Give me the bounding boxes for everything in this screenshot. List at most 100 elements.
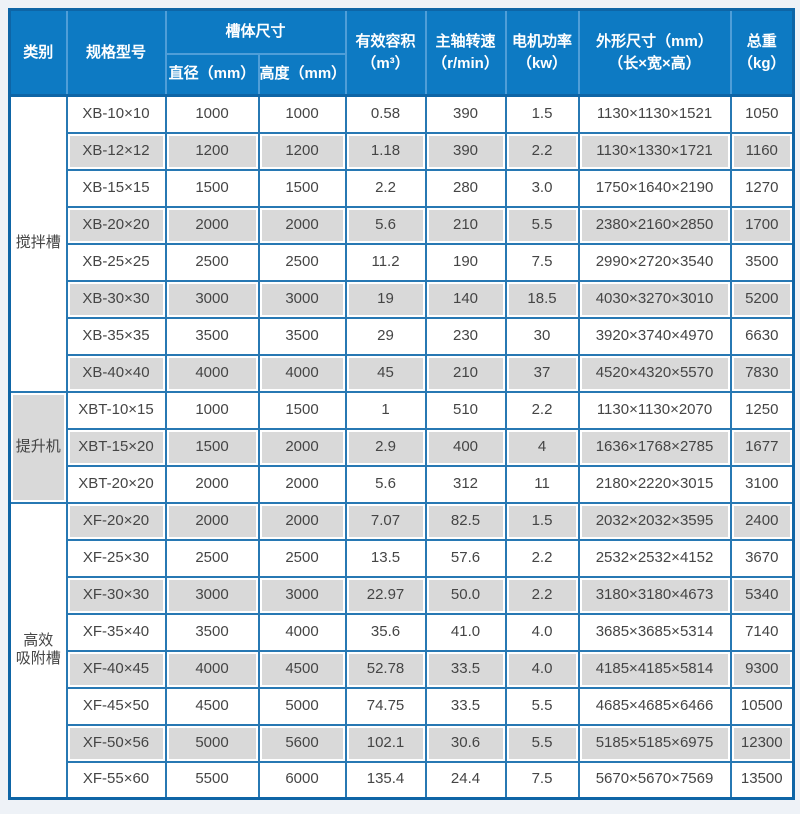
table-row: XF-30×30 3000 3000 22.97 50.0 2.2 3180×3180×46…: [10, 575, 795, 615]
volume-cell: 2.9: [344, 427, 427, 467]
speed-cell: 312: [424, 464, 507, 504]
model-cell: XF-35×40: [65, 612, 167, 652]
table-row: XBT-15×20 1500 2000 2.9 400 4 1636×1768×2785 16…: [10, 427, 795, 467]
speed-cell: 82.5: [424, 501, 507, 541]
power-cell: 4: [504, 427, 580, 467]
speed-cell: 280: [424, 168, 507, 208]
volume-cell: 13.5: [344, 538, 427, 578]
header-speed-line1: 主轴转速: [435, 32, 496, 50]
header-power: 电机功率 （kw）: [504, 8, 580, 97]
speed-cell: 140: [424, 279, 507, 319]
power-cell: 5.5: [504, 205, 580, 245]
dims-cell: 1636×1768×2785: [577, 427, 732, 467]
weight-cell: 5200: [729, 279, 795, 319]
volume-cell: 7.07: [344, 501, 427, 541]
dims-cell: 4185×4185×5814: [577, 649, 732, 689]
height-cell: 3500: [257, 316, 347, 356]
table-row: XB-40×40 4000 4000 45 210 37 4520×4320×5570 783…: [10, 353, 795, 393]
header-weight-line2: （kg）: [738, 54, 786, 72]
dims-cell: 4030×3270×3010: [577, 279, 732, 319]
weight-cell: 1270: [729, 168, 795, 208]
table-row: XB-25×25 2500 2500 11.2 190 7.5 2990×2720×3540…: [10, 242, 795, 282]
weight-cell: 10500: [729, 686, 795, 726]
power-cell: 3.0: [504, 168, 580, 208]
table-row: XB-30×30 3000 3000 19 140 18.5 4030×3270×3010 5…: [10, 279, 795, 319]
table-row: 搅拌槽 XB-10×10 1000 1000 0.58 390 1.5 1130×1130×1…: [8, 94, 795, 393]
dims-cell: 2990×2720×3540: [577, 242, 732, 282]
table-row: 高效 吸附槽 XF-20×20 2000 2000 7.07 82.5 1.5 2032×203…: [8, 501, 795, 800]
header-tank-size: 槽体尺寸: [164, 8, 347, 55]
model-cell: XF-40×45: [65, 649, 167, 689]
power-cell: 1.5: [504, 94, 580, 134]
diameter-cell: 4500: [164, 686, 260, 726]
power-cell: 30: [504, 316, 580, 356]
table-row: XB-15×15 1500 1500 2.2 280 3.0 1750×1640×2190 1…: [10, 168, 795, 208]
header-volume-line1: 有效容积: [355, 32, 416, 50]
table-row: XB-12×12 1200 1200 1.18 390 2.2 1130×1330×1721…: [10, 131, 795, 171]
height-cell: 2000: [257, 501, 347, 541]
volume-cell: 11.2: [344, 242, 427, 282]
model-cell: XB-10×10: [65, 94, 167, 134]
diameter-cell: 1000: [164, 390, 260, 430]
table-row: XF-35×40 3500 4000 35.6 41.0 4.0 3685×3685×531…: [10, 612, 795, 652]
speed-cell: 230: [424, 316, 507, 356]
table-header: 类别 规格型号 槽体尺寸 有效容积 （m³） 主轴转速 （r/min） 电机功率…: [8, 8, 795, 97]
header-weight-line1: 总重: [746, 32, 777, 50]
header-row-1: 类别 规格型号 槽体尺寸 有效容积 （m³） 主轴转速 （r/min） 电机功率…: [8, 8, 795, 97]
model-cell: XB-15×15: [65, 168, 167, 208]
header-speed: 主轴转速 （r/min）: [424, 8, 507, 97]
speed-cell: 24.4: [424, 760, 507, 800]
header-height: 高度（mm）: [257, 52, 347, 97]
model-cell: XF-45×50: [65, 686, 167, 726]
height-cell: 4000: [257, 353, 347, 393]
volume-cell: 74.75: [344, 686, 427, 726]
spec-table-body: 搅拌槽 XB-10×10 1000 1000 0.58 390 1.5 1130×1130×1…: [8, 94, 795, 800]
diameter-cell: 1500: [164, 168, 260, 208]
height-cell: 5000: [257, 686, 347, 726]
diameter-cell: 4000: [164, 353, 260, 393]
dims-cell: 3920×3740×4970: [577, 316, 732, 356]
weight-cell: 9300: [729, 649, 795, 689]
speed-cell: 210: [424, 205, 507, 245]
model-cell: XB-20×20: [65, 205, 167, 245]
diameter-cell: 2500: [164, 242, 260, 282]
table-row: XF-55×60 5500 6000 135.4 24.4 7.5 5670×5670×75…: [10, 760, 795, 800]
height-cell: 2500: [257, 538, 347, 578]
table-row: XF-45×50 4500 5000 74.75 33.5 5.5 4685×4685×64…: [10, 686, 795, 726]
category-cell: 高效 吸附槽: [8, 501, 68, 800]
header-model: 规格型号: [65, 8, 167, 97]
diameter-cell: 3500: [164, 316, 260, 356]
height-cell: 1500: [257, 390, 347, 430]
model-cell: XF-55×60: [65, 760, 167, 800]
weight-cell: 1250: [729, 390, 795, 430]
weight-cell: 7830: [729, 353, 795, 393]
model-cell: XB-40×40: [65, 353, 167, 393]
speed-cell: 400: [424, 427, 507, 467]
spec-table: 类别 规格型号 槽体尺寸 有效容积 （m³） 主轴转速 （r/min） 电机功率…: [8, 8, 796, 800]
diameter-cell: 4000: [164, 649, 260, 689]
table-row: XF-25×30 2500 2500 13.5 57.6 2.2 2532×2532×415…: [10, 538, 795, 578]
power-cell: 11: [504, 464, 580, 504]
table-row: XB-20×20 2000 2000 5.6 210 5.5 2380×2160×2850 1…: [10, 205, 795, 245]
volume-cell: 2.2: [344, 168, 427, 208]
height-cell: 1500: [257, 168, 347, 208]
power-cell: 1.5: [504, 501, 580, 541]
weight-cell: 1700: [729, 205, 795, 245]
volume-cell: 1: [344, 390, 427, 430]
dims-cell: 4685×4685×6466: [577, 686, 732, 726]
weight-cell: 3670: [729, 538, 795, 578]
height-cell: 6000: [257, 760, 347, 800]
category-label: 搅拌槽: [15, 234, 61, 252]
dims-cell: 2380×2160×2850: [577, 205, 732, 245]
table-row: XF-40×45 4000 4500 52.78 33.5 4.0 4185×4185×58…: [10, 649, 795, 689]
category-cell: 提升机: [8, 390, 68, 504]
height-cell: 2500: [257, 242, 347, 282]
height-cell: 4500: [257, 649, 347, 689]
diameter-cell: 1500: [164, 427, 260, 467]
power-cell: 4.0: [504, 612, 580, 652]
speed-cell: 41.0: [424, 612, 507, 652]
dims-cell: 2180×2220×3015: [577, 464, 732, 504]
height-cell: 1000: [257, 94, 347, 134]
height-cell: 2000: [257, 427, 347, 467]
volume-cell: 1.18: [344, 131, 427, 171]
